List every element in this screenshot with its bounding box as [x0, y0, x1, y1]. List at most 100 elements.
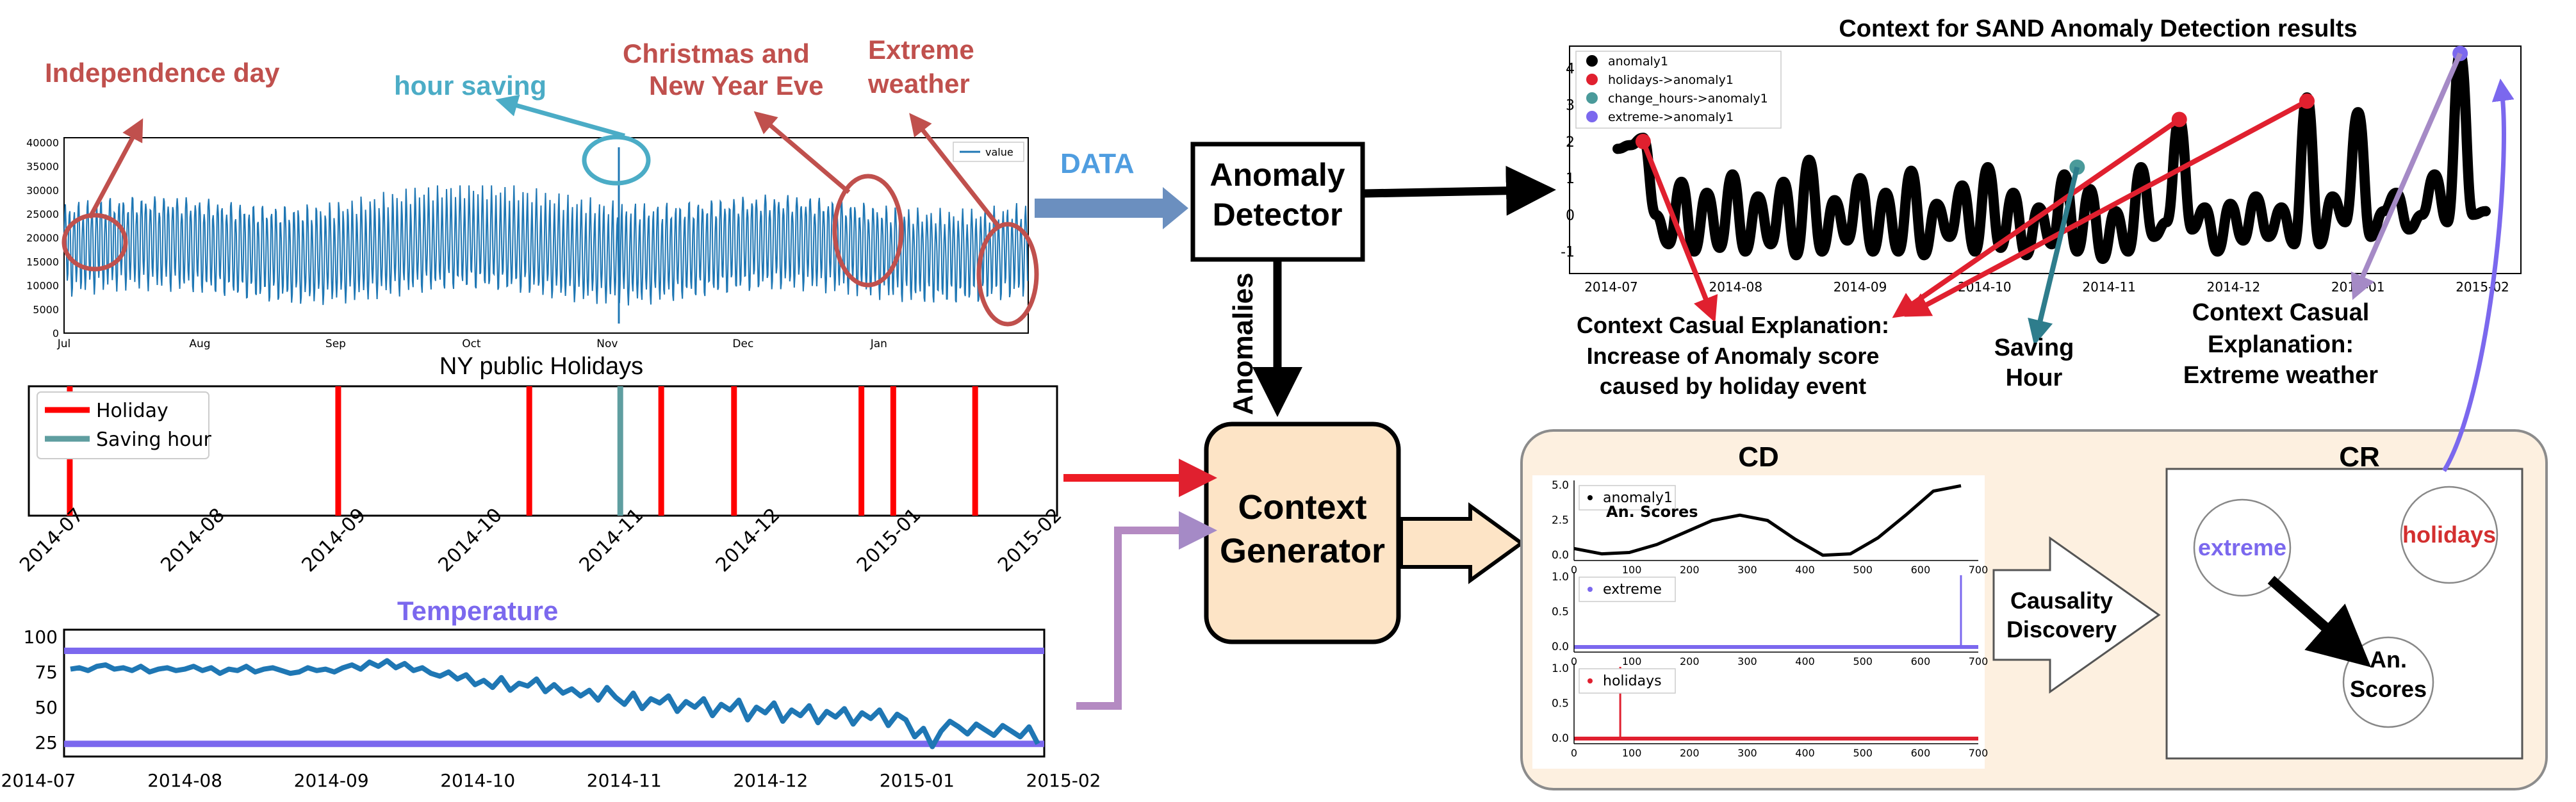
annotation-extreme-line2: weather — [867, 69, 970, 99]
sand-y-tick: -1 — [1561, 245, 1575, 261]
annotation-independence: Independence day — [45, 58, 280, 88]
holidays-event-lines — [67, 386, 978, 516]
data-label: DATA — [1060, 148, 1135, 179]
cd-y-tick: 1.0 — [1552, 662, 1569, 675]
raw-y-tick: 10000 — [26, 280, 59, 292]
sand-y-tick: 0 — [1566, 208, 1575, 224]
context-generator-line2: Generator — [1220, 532, 1385, 570]
temperature-y-ticks: 25 50 75 100 — [24, 626, 58, 753]
raw-y-tick: 30000 — [26, 184, 59, 197]
cd-x-tick: 0 — [1571, 564, 1577, 576]
sand-y-tick: 3 — [1566, 98, 1575, 114]
independence-ellipse — [62, 213, 128, 272]
raw-x-tick: Dec — [732, 338, 753, 350]
holidays-legend-holiday: Holiday — [96, 400, 168, 422]
anomalies-label: Anomalies — [1227, 272, 1259, 415]
pipeline-flow: DATA Anomaly Detector Anomalies Context … — [1035, 142, 1556, 710]
raw-y-tick: 35000 — [26, 161, 59, 173]
raw-series-annotations: Independence day hour saving Christmas a… — [45, 35, 1039, 327]
temperature-x-tick: 2014-11 — [587, 770, 662, 791]
temperature-x-ticks: 2014-07 2014-08 2014-09 2014-10 2014-11 2014-… — [1, 770, 1101, 791]
cr-to-results-arrow — [2442, 78, 2514, 472]
cd-x-tick: 400 — [1795, 655, 1815, 667]
temperature-y-tick: 75 — [35, 662, 58, 683]
node-extreme — [2193, 498, 2292, 597]
context-generator-line1: Context — [1238, 488, 1367, 527]
annotation-hour-saving: hour saving — [394, 70, 546, 101]
cd-x-tick: 400 — [1795, 564, 1815, 576]
raw-series-x-ticks: Jul Aug Sep Oct Nov Dec Jan — [57, 338, 887, 350]
edge-extreme-to-scores — [2267, 575, 2372, 667]
cd-anomaly-scores-line — [1573, 484, 1962, 557]
anomaly-detector-box — [1190, 142, 1365, 262]
sand-y-tick: 4 — [1566, 61, 1575, 77]
cd-x-tick: 100 — [1622, 655, 1642, 667]
extreme-weather-ellipse — [976, 222, 1039, 327]
cd-x-tick: 600 — [1911, 747, 1931, 759]
anomaly-detector-line2: Detector — [1213, 197, 1343, 233]
causality-arrow — [1992, 536, 2161, 694]
cd-title: CD — [1738, 441, 1779, 473]
cd-y-tick: 1.0 — [1552, 571, 1569, 584]
explanation-saving-line1: Saving — [1994, 334, 2074, 361]
data-arrow — [1035, 187, 1188, 229]
hour-saving-ellipse — [582, 135, 651, 186]
raw-y-tick: 5000 — [33, 304, 59, 316]
cd-x-tick: 0 — [1571, 655, 1577, 667]
cd-x-tick: 200 — [1680, 747, 1700, 759]
raw-x-tick: Jul — [57, 338, 71, 350]
sand-explanations: Context Casual Explanation: Increase of … — [1577, 299, 2378, 399]
raw-series-y-ticks: 0 5000 10000 15000 20000 25000 30000 35000 40000 — [26, 136, 59, 340]
cd-legend-label: extreme — [1603, 582, 1662, 598]
sand-x-ticks: 2014-07 2014-08 2014-09 2014-10 2014-11 2014-… — [1584, 279, 2509, 295]
sand-x-tick: 2014-08 — [1709, 279, 1762, 295]
holiday-explanation-arrow-1 — [1641, 140, 1718, 323]
explanation-extreme-line3: Extreme weather — [2183, 362, 2378, 389]
node-an-scores-line1: An. — [2370, 646, 2407, 673]
explanation-extreme-line2: Explanation: — [2208, 331, 2354, 358]
sand-legend-anomaly1: anomaly1 — [1608, 54, 1668, 69]
annotation-extreme-line1: Extreme — [868, 35, 974, 65]
cd-x-tick: 200 — [1680, 564, 1700, 576]
temperature-title: Temperature — [397, 596, 558, 626]
cd-x-tick: 200 — [1680, 655, 1700, 667]
raw-y-tick: 15000 — [26, 256, 59, 268]
raw-y-tick: 0 — [53, 327, 59, 340]
node-extreme-label: extreme — [2198, 534, 2286, 561]
cd-x-tick: 100 — [1622, 747, 1642, 759]
cd-legend-label: holidays — [1603, 673, 1662, 689]
holiday-explanation-arrow-3 — [1904, 99, 2308, 317]
causality-line1: Causality — [2010, 587, 2113, 614]
annotation-christmas-line1: Christmas and — [623, 38, 810, 69]
cd-x-tick: 400 — [1795, 747, 1815, 759]
cd-x-tick: 600 — [1911, 564, 1931, 576]
cd-x-tick: 0 — [1571, 747, 1577, 759]
hour-saving-arrow — [495, 94, 625, 138]
sand-explanation-arrows — [1641, 52, 2463, 346]
sand-results-chart: Context for SAND Anomaly Detection resul… — [1561, 15, 2522, 346]
temperature-thresholds — [64, 648, 1044, 748]
christmas-ellipse — [832, 174, 904, 288]
raw-y-tick: 25000 — [26, 208, 59, 220]
cd-x-tick: 500 — [1853, 564, 1873, 576]
sand-legend-extreme: extreme->anomaly1 — [1608, 110, 1734, 124]
extreme-weather-arrow — [909, 113, 1001, 229]
raw-series-legend: value — [953, 142, 1024, 162]
generator-to-context-arrow — [1399, 502, 1525, 584]
cd-y-tick: 0.5 — [1552, 606, 1569, 619]
extreme-explanation-arrow — [2350, 52, 2463, 300]
cd-x-tick: 300 — [1737, 655, 1757, 667]
sand-anomaly-path — [1612, 48, 2491, 265]
temperature-to-generator-arrow — [1076, 511, 1217, 710]
temperature-x-tick: 2014-08 — [147, 770, 222, 791]
raw-series-chart: 0 5000 10000 15000 20000 25000 30000 35000 40000… — [26, 136, 1029, 350]
sand-x-tick: 2014-09 — [1834, 279, 1887, 295]
sand-legend: anomaly1 holidays->anomaly1 change_hours… — [1575, 51, 1782, 129]
cd-x-tick: 300 — [1737, 747, 1757, 759]
independence-arrow — [87, 118, 144, 219]
sand-x-tick: 2014-11 — [2082, 279, 2136, 295]
raw-y-tick: 20000 — [26, 232, 59, 244]
sand-x-tick: 2014-12 — [2207, 279, 2261, 295]
cd-legend-label: anomaly1 — [1603, 490, 1673, 506]
